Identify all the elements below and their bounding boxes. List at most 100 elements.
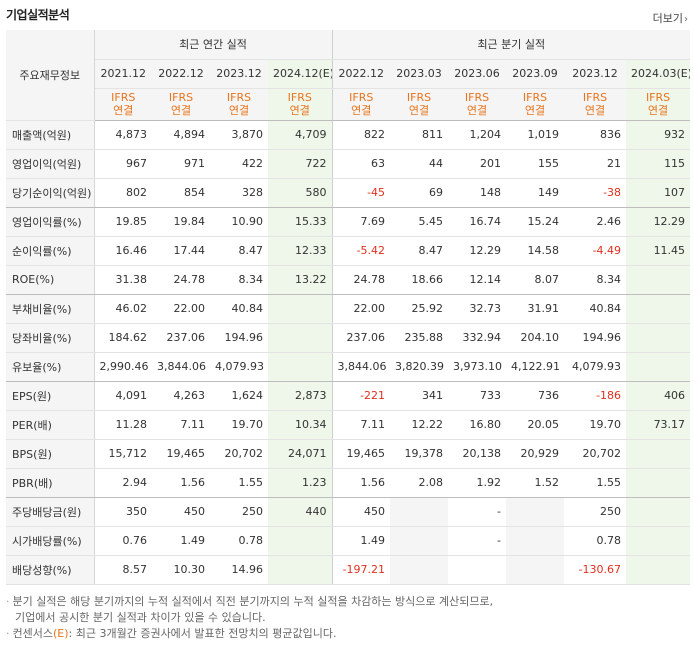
table-cell: 0.78 xyxy=(210,526,268,556)
table-cell: 733 xyxy=(448,381,507,411)
table-cell: 16.74 xyxy=(448,207,507,237)
basis-consolidated: 연결 xyxy=(351,104,372,117)
table-cell: 422 xyxy=(210,149,268,179)
table-cell: 1,204 xyxy=(448,120,507,150)
table-cell xyxy=(626,555,691,585)
basis-ifrs: IFRS xyxy=(287,91,312,104)
table-row: EPS(원) 4,091 4,263 1,624 2,873 -221 341 733 736-… xyxy=(6,381,691,411)
basis-header: IFRS 연결 xyxy=(152,88,210,121)
table-cell: 3,870 xyxy=(210,120,268,150)
table-cell: 19.84 xyxy=(152,207,210,237)
footnote-1-cont: 기업에서 공시한 분기 실적과 차이가 있을 수 있습니다. xyxy=(6,610,690,626)
basis-header-row: IFRS 연결 IFRS 연결 IFRS 연결 IFRS 연결 IFRS 연결 IFRS 연결 IFRS… xyxy=(6,88,691,121)
table-cell: 1.49 xyxy=(152,526,210,556)
table-cell xyxy=(268,294,333,324)
table-cell: 16.80 xyxy=(448,410,507,440)
table-cell: 328 xyxy=(210,178,268,208)
table-cell: 12.29 xyxy=(448,236,507,266)
table-cell: 1.55 xyxy=(564,468,627,498)
period-header: 2023.03 xyxy=(390,59,449,89)
period-header-row: 2021.12 2022.12 2023.12 2024.12(E) 2022.12 20… xyxy=(6,59,691,89)
table-cell: 4,263 xyxy=(152,381,210,411)
footnote-2-prefix: 컨센서스 xyxy=(12,627,53,640)
table-cell: 802 xyxy=(94,178,152,208)
table-cell xyxy=(506,526,565,556)
table-cell: - xyxy=(448,497,507,527)
table-cell: 19.70 xyxy=(210,410,268,440)
table-row: BPS(원) 15,712 19,465 20,702 24,071 19,465 19,3… xyxy=(6,439,691,469)
table-cell: 7.69 xyxy=(332,207,391,237)
table-cell: 24.78 xyxy=(152,265,210,295)
group-quarterly-header: 최근 분기 실적 xyxy=(332,30,691,60)
table-cell: 4,873 xyxy=(94,120,152,150)
table-cell: 1.56 xyxy=(152,468,210,498)
basis-consolidated: 연결 xyxy=(647,104,669,117)
table-cell: 40.84 xyxy=(210,294,268,324)
table-cell xyxy=(506,497,565,527)
table-cell: 12.14 xyxy=(448,265,507,295)
basis-ifrs: IFRS xyxy=(645,91,671,104)
table-cell: 148 xyxy=(448,178,507,208)
basis-ifrs: IFRS xyxy=(168,91,194,104)
table-cell: 1.49 xyxy=(332,526,391,556)
table-cell: 31.91 xyxy=(506,294,565,324)
table-cell: 406 xyxy=(626,381,691,411)
row-label: BPS(원) xyxy=(6,439,95,469)
table-cell: 107 xyxy=(626,178,691,208)
basis-consolidated: 연결 xyxy=(408,104,430,117)
row-label: 시가배당률(%) xyxy=(6,526,95,556)
basis-consolidated: 연결 xyxy=(466,104,488,117)
table-cell: -186 xyxy=(564,381,627,411)
section-header: 기업실적분석 더보기› xyxy=(0,0,694,30)
table-cell: 19,465 xyxy=(152,439,210,469)
row-header-label: 주요재무정보 xyxy=(6,30,95,121)
basis-header: IFRS 연결 xyxy=(268,88,333,121)
footnote-2-e: (E) xyxy=(52,627,69,640)
table-cell: 20.05 xyxy=(506,410,565,440)
table-cell: 1.55 xyxy=(210,468,268,498)
basis-ifrs: IFRS xyxy=(464,91,490,104)
period-header: 2022.12 xyxy=(332,59,391,89)
table-cell: 63 xyxy=(332,149,391,179)
table-cell: 15.33 xyxy=(268,207,333,237)
table-cell: 14.58 xyxy=(506,236,565,266)
table-cell: 25.92 xyxy=(390,294,449,324)
period-header: 2024.03(E) xyxy=(626,59,691,89)
table-cell: 194.96 xyxy=(210,323,268,353)
table-cell: 4,079.93 xyxy=(210,352,268,382)
table-cell: 149 xyxy=(506,178,565,208)
table-cell: 69 xyxy=(390,178,449,208)
table-cell: 2,873 xyxy=(268,381,333,411)
table-row: ROE(%) 31.38 24.78 8.34 13.22 24.78 18.66 12.14… xyxy=(6,265,691,295)
row-label: 당기순이익(억원) xyxy=(6,178,95,208)
row-label: PBR(배) xyxy=(6,468,95,498)
table-cell: 18.66 xyxy=(390,265,449,295)
table-row: 순이익률(%) 16.46 17.44 8.47 12.33 -5.42 8.47 12.29… xyxy=(6,236,691,266)
period-header: 2022.12 xyxy=(152,59,210,89)
table-cell: 31.38 xyxy=(94,265,152,295)
table-cell: 2.94 xyxy=(94,468,152,498)
more-link[interactable]: 더보기› xyxy=(653,10,688,26)
table-cell: 8.34 xyxy=(564,265,627,295)
table-cell: 1.52 xyxy=(506,468,565,498)
table-cell: 184.62 xyxy=(94,323,152,353)
row-label: EPS(원) xyxy=(6,381,95,411)
table-cell: -221 xyxy=(332,381,391,411)
table-cell: 204.10 xyxy=(506,323,565,353)
table-row: 배당성향(%) 8.57 10.30 14.96 -197.21 -130.67 xyxy=(6,555,691,585)
table-cell: 332.94 xyxy=(448,323,507,353)
table-cell: 736 xyxy=(506,381,565,411)
basis-ifrs: IFRS xyxy=(522,91,548,104)
table-cell: 1,019 xyxy=(506,120,565,150)
table-cell: 2,990.46 xyxy=(94,352,152,382)
period-header: 2023.12 xyxy=(564,59,627,89)
table-cell: 201 xyxy=(448,149,507,179)
basis-consolidated: 연결 xyxy=(228,104,250,117)
table-row: 주당배당금(원) 350 450 250 440 450-250 xyxy=(6,497,691,527)
table-cell: 341 xyxy=(390,381,449,411)
table-cell: 932 xyxy=(626,120,691,150)
table-cell xyxy=(448,555,507,585)
table-cell: -4.49 xyxy=(564,236,627,266)
table-cell: 3,844.06 xyxy=(152,352,210,382)
table-cell: 3,820.39 xyxy=(390,352,449,382)
